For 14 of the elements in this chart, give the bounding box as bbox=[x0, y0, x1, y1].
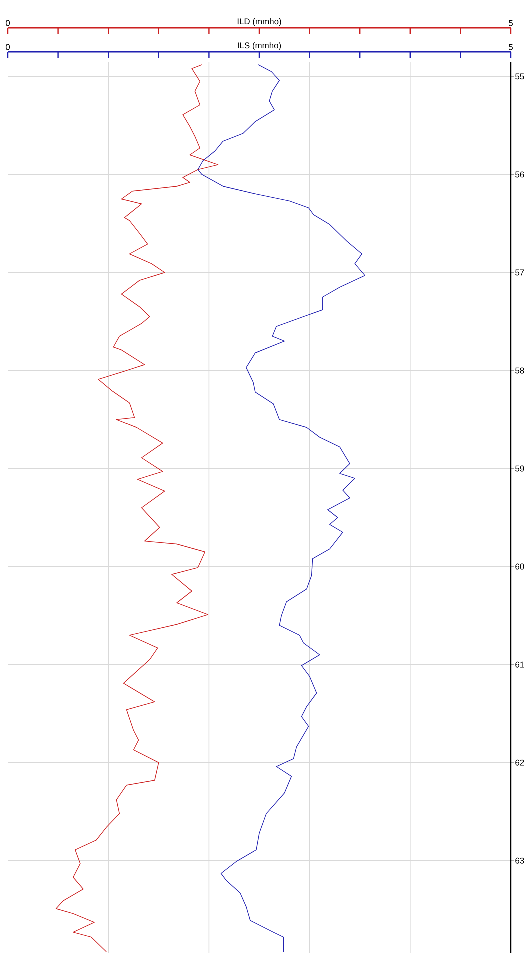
y-tick-label: 56 bbox=[516, 172, 524, 178]
y-tick-label: 58 bbox=[516, 368, 524, 374]
x-axis-title: ILD (mmho) bbox=[238, 18, 282, 26]
y-tick-label: 57 bbox=[516, 270, 524, 276]
x2-axis-title: ILS (mmho) bbox=[238, 42, 282, 50]
line-series bbox=[56, 64, 219, 952]
y-tick-label: 55 bbox=[516, 74, 524, 80]
y-tick-label: 60 bbox=[516, 564, 524, 570]
y-tick-label: 61 bbox=[516, 662, 524, 668]
x2-tick-label: 5 bbox=[508, 20, 513, 26]
x2-tick-label: 0 bbox=[6, 20, 10, 26]
y-tick-label: 62 bbox=[516, 760, 524, 766]
y-tick-label: 63 bbox=[516, 858, 524, 864]
y-tick-label: 59 bbox=[516, 466, 524, 472]
